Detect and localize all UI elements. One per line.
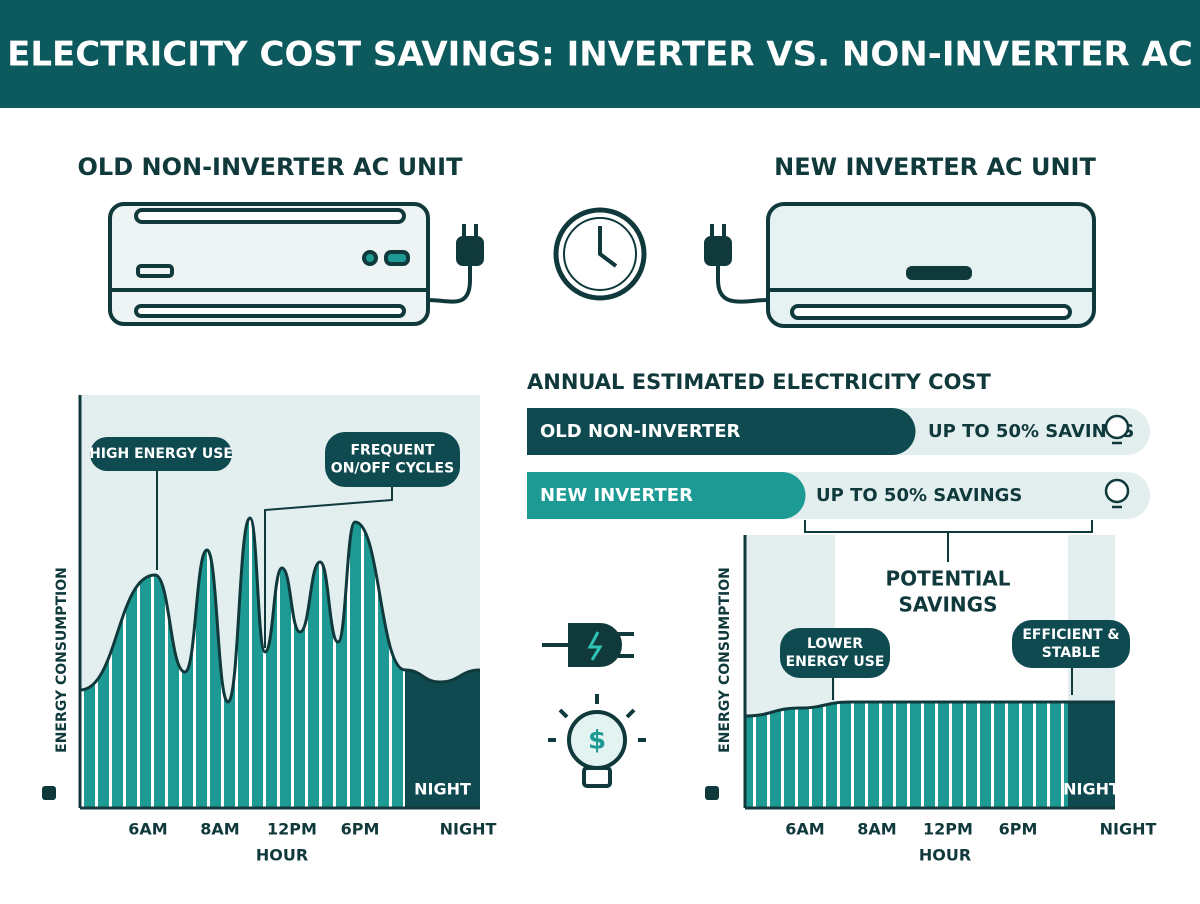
x-tick-label: 6PM	[341, 820, 380, 839]
page-title: ELECTRICITY COST SAVINGS: INVERTER VS. N…	[7, 35, 1193, 75]
consumption-line	[744, 700, 1115, 718]
x-tick-label: 12PM	[267, 820, 317, 839]
x-tick-label: 8AM	[857, 820, 896, 839]
clock-icon	[553, 207, 647, 301]
savings-label: SAVINGS	[898, 593, 997, 617]
consumption-area	[80, 518, 405, 808]
callout-text: ENERGY USE	[786, 654, 885, 670]
plug-icon	[542, 623, 634, 667]
x-tick-label: 12PM	[923, 820, 973, 839]
new-ac-icon	[704, 202, 1096, 328]
callout-text: HIGH ENERGY USE	[89, 446, 233, 462]
x-tick-label: 6AM	[785, 820, 824, 839]
bar-note: UP TO 50% SAVINGS	[928, 421, 1134, 442]
bulb-icon	[548, 694, 646, 788]
old-ac-icon	[108, 202, 484, 326]
callout-pill	[90, 437, 232, 471]
savings-bracket	[804, 520, 1093, 533]
savings-label: POTENTIAL	[885, 567, 1010, 591]
callout-pill	[1012, 620, 1130, 668]
consumption-line	[79, 516, 481, 704]
x-tick-label: 6AM	[128, 820, 167, 839]
header-bar	[0, 0, 1200, 108]
new-cost-bar	[527, 472, 806, 519]
callout-text: STABLE	[1042, 645, 1101, 661]
unit-title: OLD NON-INVERTER AC UNIT	[78, 153, 464, 181]
old-cost-bar	[527, 408, 916, 455]
bar-label: NEW INVERTER	[540, 485, 693, 506]
callout-pill	[780, 628, 890, 678]
x-axis-label: HOUR	[256, 846, 308, 865]
dollar-symbol: $	[588, 726, 606, 756]
callout-leader	[264, 487, 393, 648]
night-label: NIGHT	[1063, 780, 1120, 799]
consumption-area	[745, 702, 1068, 808]
bar-label: OLD NON-INVERTER	[540, 421, 740, 442]
y-axis-label: ENERGY CONSUMPTION	[717, 567, 733, 753]
callout-text: ON/OFF CYCLES	[331, 461, 454, 477]
bar-note: UP TO 50% SAVINGS	[816, 485, 1022, 506]
night-area	[1068, 702, 1115, 808]
callout-text: LOWER	[807, 636, 863, 652]
y-axis-label: ENERGY CONSUMPTION	[54, 567, 70, 753]
callout-text: FREQUENT	[350, 443, 434, 459]
x-tick-label: NIGHT	[1100, 820, 1157, 839]
x-tick-label: NIGHT	[440, 820, 497, 839]
x-tick-label: 6PM	[999, 820, 1038, 839]
plug-mini	[42, 786, 56, 800]
bulb-small	[1104, 414, 1130, 509]
section-title: ANNUAL ESTIMATED ELECTRICITY COST	[527, 370, 992, 394]
plug-mini	[705, 786, 719, 800]
callout-text: EFFICIENT &	[1022, 627, 1119, 643]
night-label: NIGHT	[414, 780, 471, 799]
x-tick-label: 8AM	[200, 820, 239, 839]
callout-pill	[325, 432, 460, 487]
x-axis-label: HOUR	[919, 846, 971, 865]
charts: NIGHT ENERGY CONSUMPTION 6AM 8AM 12PM 6PM NIGH…	[42, 395, 1156, 865]
night-area	[405, 670, 480, 808]
unit-title: NEW INVERTER AC UNIT	[774, 153, 1096, 181]
